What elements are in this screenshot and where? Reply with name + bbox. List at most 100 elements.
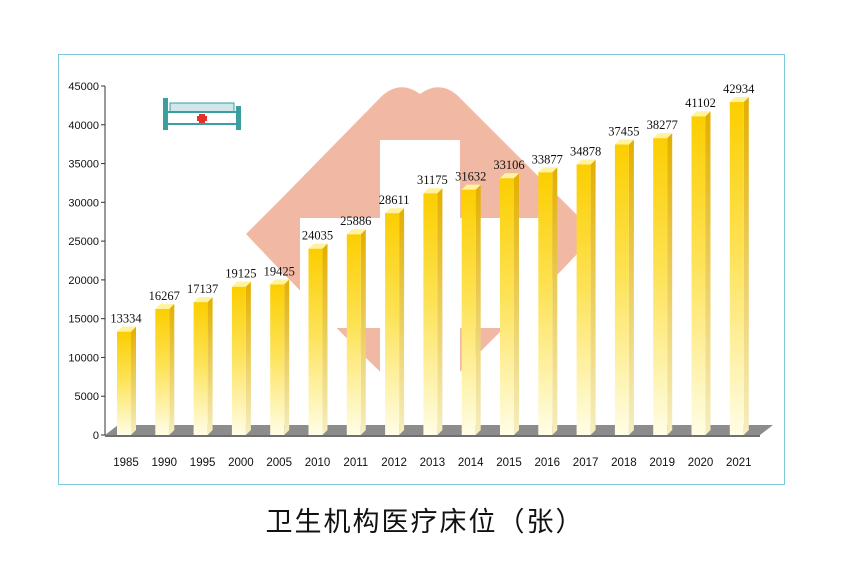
bar-side (245, 281, 251, 435)
bar-side (322, 243, 328, 435)
bar-front (729, 102, 744, 435)
bar (538, 167, 558, 435)
y-tick-label: 40000 (68, 120, 99, 132)
bar-top (691, 111, 711, 117)
data-label: 13334 (110, 312, 142, 326)
y-tick-label: 45000 (68, 81, 99, 93)
bar-top (538, 167, 558, 173)
x-tick-label: 2000 (228, 457, 254, 469)
y-tick-label: 5000 (75, 391, 99, 403)
bar-front (385, 213, 400, 435)
data-label: 33106 (493, 158, 524, 172)
x-tick-label: 1990 (152, 457, 178, 469)
bar (729, 97, 749, 435)
bar-front (346, 234, 361, 435)
bar (423, 188, 443, 435)
bar-side (399, 208, 405, 435)
x-axis-labels: 1985 1990 1995 2000 2005 2010 2011 2012 2013 2014… (113, 457, 751, 469)
y-tick-label: 30000 (68, 197, 99, 209)
bar (461, 184, 481, 435)
bar-side (628, 139, 634, 435)
bar-top (231, 281, 251, 287)
bar-top (614, 139, 634, 145)
y-axis: 0 5000 10000 15000 20000 25000 30000 35000 40000… (68, 81, 106, 442)
bar-side (131, 326, 136, 435)
bar (385, 208, 405, 435)
bar (155, 303, 175, 435)
bar-side (514, 173, 519, 436)
bar-top (155, 303, 175, 309)
bar (614, 139, 634, 435)
data-label: 19425 (264, 264, 295, 278)
x-tick-label: 2012 (381, 457, 407, 469)
bar (653, 133, 673, 435)
y-tick-label: 0 (93, 430, 99, 442)
bar-side (207, 297, 213, 435)
x-tick-label: 2021 (726, 457, 752, 469)
bar-top (461, 184, 481, 190)
x-tick-label: 1995 (190, 457, 216, 469)
data-label: 42934 (723, 82, 755, 96)
bar-front (614, 144, 629, 435)
bar (117, 326, 136, 435)
bar-side (360, 229, 366, 435)
data-label: 41102 (685, 96, 716, 110)
bars-group (117, 97, 749, 436)
y-tick-label: 35000 (68, 159, 99, 171)
bar-front (538, 172, 553, 435)
data-label: 34878 (570, 145, 601, 159)
y-tick-label: 15000 (68, 314, 99, 326)
bar-side (667, 133, 673, 435)
y-tick-label: 10000 (68, 352, 99, 364)
bar (346, 229, 366, 435)
bar-top (653, 133, 673, 139)
bar-front (231, 286, 246, 435)
data-label: 24035 (302, 229, 333, 243)
bar-top (385, 208, 405, 214)
bar-front (193, 302, 208, 435)
bar-side (705, 111, 711, 436)
x-tick-label: 2018 (611, 457, 637, 469)
data-label: 31175 (417, 173, 448, 187)
data-label: 17137 (187, 282, 218, 296)
y-tick-label: 20000 (68, 275, 99, 287)
x-tick-label: 2014 (458, 457, 484, 469)
data-label: 28611 (379, 193, 410, 207)
bar-side (169, 303, 175, 435)
bar-front (423, 193, 438, 435)
bar-top (346, 229, 366, 235)
data-label: 31632 (455, 170, 486, 184)
data-label: 16267 (149, 289, 180, 303)
x-tick-label: 2005 (266, 457, 292, 469)
bar-top (423, 188, 443, 194)
x-tick-label: 2013 (420, 457, 446, 469)
y-tick-label: 25000 (68, 236, 99, 248)
bar-front (576, 164, 591, 435)
bar-top (308, 243, 328, 249)
data-labels: 13334 16267 17137 19125 19425 24035 25886 28611… (110, 82, 755, 326)
bar-side (743, 97, 749, 435)
bar (500, 173, 519, 436)
bar-front (117, 331, 131, 435)
bar-side (284, 279, 290, 435)
data-label: 19125 (225, 267, 256, 281)
bar-front (461, 189, 476, 435)
x-tick-label: 2020 (688, 457, 714, 469)
x-tick-label: 2011 (343, 457, 368, 469)
bar (270, 279, 290, 435)
bar-top (193, 297, 213, 303)
bar-front (653, 138, 668, 435)
bar-front (155, 308, 170, 435)
data-label: 37455 (608, 125, 639, 139)
x-tick-label: 2019 (649, 457, 675, 469)
bar (308, 243, 328, 435)
bar (193, 297, 213, 435)
bar-top (729, 97, 749, 103)
x-tick-label: 2010 (305, 457, 331, 469)
chart-title: 卫生机构医疗床位（张） (265, 507, 585, 538)
data-label: 38277 (647, 118, 678, 132)
bar-side (437, 188, 443, 435)
bar-top (576, 159, 596, 165)
bar-front (500, 178, 514, 436)
x-tick-label: 1985 (113, 457, 139, 469)
